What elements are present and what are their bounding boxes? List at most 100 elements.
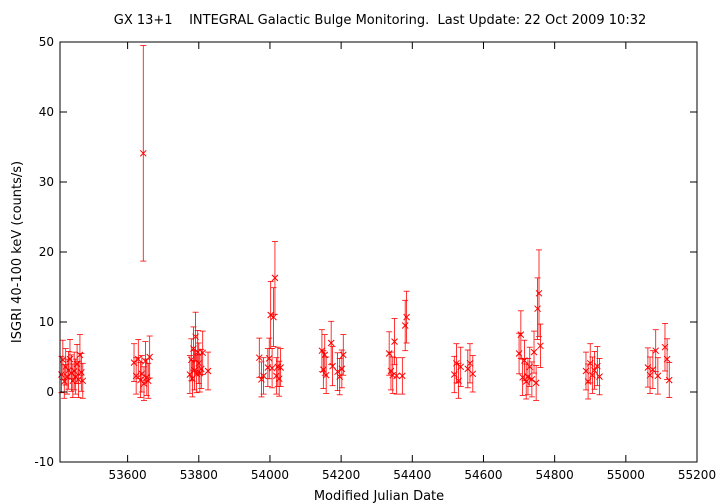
point-marker — [268, 364, 276, 372]
x-tick-label: 53600 — [109, 468, 147, 482]
point-marker — [134, 355, 142, 363]
plot-layer — [58, 45, 673, 401]
data-point — [275, 360, 283, 397]
data-point — [139, 45, 147, 262]
point-marker — [338, 365, 346, 373]
point-marker — [77, 369, 85, 376]
point-marker — [275, 375, 283, 383]
data-point — [338, 349, 346, 389]
data-point — [534, 277, 541, 340]
data-point — [143, 358, 151, 396]
point-marker — [68, 369, 75, 377]
data-point — [197, 348, 205, 389]
data-point — [76, 334, 84, 376]
point-marker — [140, 380, 148, 387]
chart-title: GX 13+1 INTEGRAL Galactic Bulge Monitori… — [114, 13, 647, 28]
point-marker — [339, 351, 347, 359]
x-tick-label: 54200 — [322, 468, 360, 482]
point-marker — [457, 363, 465, 371]
point-marker — [144, 377, 152, 385]
data-point — [329, 346, 336, 387]
data-point — [464, 349, 472, 389]
data-point — [654, 357, 662, 395]
data-point — [389, 356, 397, 394]
point-marker — [255, 354, 263, 362]
point-marker — [195, 359, 203, 367]
data-point — [199, 330, 207, 375]
point-marker — [204, 367, 212, 375]
point-marker — [319, 366, 327, 373]
point-marker — [70, 367, 78, 375]
point-marker — [196, 369, 204, 377]
point-marker — [391, 338, 398, 345]
data-point — [73, 343, 81, 385]
data-point — [195, 342, 203, 385]
data-point — [591, 350, 598, 390]
point-marker — [646, 371, 654, 379]
data-point — [401, 299, 409, 352]
point-marker — [469, 370, 477, 378]
data-point — [398, 357, 406, 395]
point-marker — [652, 347, 660, 355]
data-point — [532, 364, 540, 401]
point-marker — [398, 372, 406, 380]
point-marker — [197, 365, 205, 373]
y-tick-label: 20 — [39, 245, 54, 259]
point-marker — [466, 359, 474, 367]
x-tick-label: 55200 — [678, 468, 716, 482]
y-tick-label: -10 — [34, 455, 54, 469]
data-point — [537, 323, 544, 368]
data-point — [277, 348, 284, 387]
data-point — [204, 351, 212, 391]
data-point — [59, 339, 67, 380]
data-point — [596, 357, 603, 396]
data-point — [268, 348, 276, 389]
data-point — [140, 366, 148, 401]
point-marker — [73, 360, 81, 368]
point-marker — [76, 351, 84, 359]
point-marker — [60, 378, 68, 385]
point-marker — [69, 377, 77, 385]
point-marker — [329, 362, 336, 370]
point-marker — [59, 356, 67, 364]
data-point — [265, 337, 273, 380]
point-marker — [534, 305, 541, 313]
point-marker — [146, 353, 154, 361]
point-marker — [199, 349, 207, 357]
point-marker — [75, 376, 82, 383]
data-point — [79, 362, 87, 399]
x-tick-label: 54800 — [536, 468, 574, 482]
point-marker — [271, 274, 279, 282]
point-marker — [596, 373, 603, 380]
data-point — [403, 290, 410, 344]
point-marker — [270, 313, 277, 321]
data-point — [63, 358, 71, 395]
point-marker — [139, 149, 147, 157]
y-axis-label: ISGRI 40-100 keV (counts/s) — [10, 161, 25, 343]
point-marker — [665, 376, 673, 384]
data-point — [60, 364, 68, 399]
x-tick-label: 53800 — [180, 468, 218, 482]
x-axis-label: Modified Julian Date — [314, 489, 444, 504]
y-tick-label: 30 — [39, 175, 54, 189]
point-marker — [528, 376, 536, 383]
point-marker — [537, 342, 544, 350]
point-marker — [401, 322, 409, 329]
data-point — [535, 249, 543, 338]
data-point — [457, 346, 465, 387]
x-tick-label: 54400 — [393, 468, 431, 482]
point-marker — [58, 371, 65, 378]
point-marker — [79, 377, 87, 385]
data-point — [77, 353, 85, 392]
x-tick-label: 54600 — [464, 468, 502, 482]
data-point — [646, 356, 654, 394]
point-marker — [143, 373, 151, 381]
data-point — [322, 356, 330, 394]
point-marker — [322, 371, 330, 379]
data-point — [517, 310, 525, 359]
x-tick-label: 54000 — [251, 468, 289, 482]
point-marker — [535, 289, 543, 297]
point-marker — [66, 355, 74, 363]
